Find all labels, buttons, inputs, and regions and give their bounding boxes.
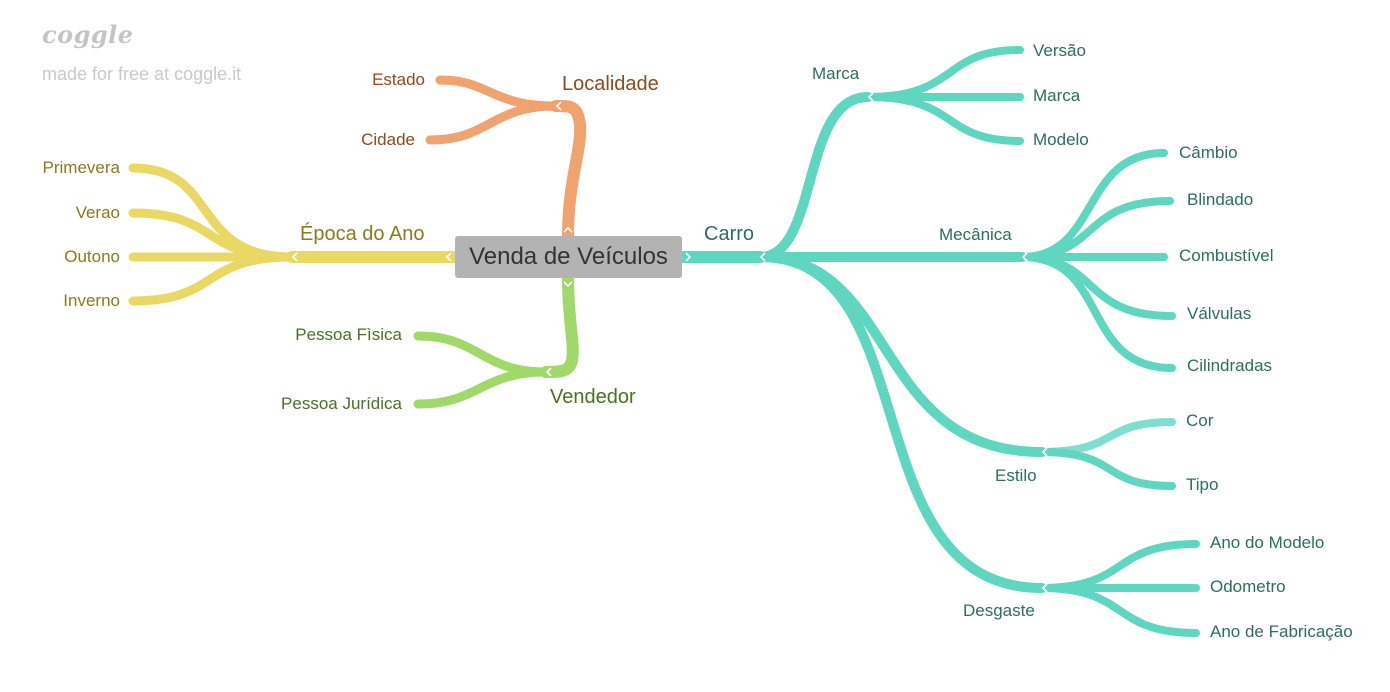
node-tipo[interactable]: Tipo (1186, 475, 1219, 494)
edge-center-vendedor (540, 272, 579, 378)
node-marca-group[interactable]: Marca (812, 64, 860, 83)
edge-localidade-estado (435, 75, 561, 111)
edge-vendedor-juridica (413, 367, 551, 409)
edge-estilo-cor (1038, 418, 1176, 456)
edge-carro-estilo (755, 252, 1047, 457)
node-mecanica[interactable]: Mecânica (939, 225, 1012, 244)
edge-center-localidade (550, 99, 587, 242)
node-cor[interactable]: Cor (1186, 411, 1214, 430)
node-estilo[interactable]: Estilo (995, 466, 1037, 485)
made-for-free-link[interactable]: made for free at coggle.it (42, 64, 242, 84)
edge-mecanica-cilindradas (1018, 253, 1176, 372)
edge-carro-desgaste (755, 252, 1047, 593)
node-desgaste[interactable]: Desgaste (963, 601, 1035, 620)
node-ano-de-fabricacao[interactable]: Ano de Fabricação (1210, 622, 1353, 641)
node-cidade[interactable]: Cidade (361, 130, 415, 149)
node-pessoa-fisica[interactable]: Pessoa Fìsica (295, 325, 402, 344)
edge-estilo-tipo (1038, 448, 1176, 490)
edge-epoca-inverno (128, 252, 297, 306)
edge-mecanica-blindado (1018, 197, 1174, 261)
edge-vendedor-fisica (413, 331, 551, 377)
node-primevera[interactable]: Primevera (42, 158, 120, 177)
node-ano-do-modelo[interactable]: Ano do Modelo (1210, 533, 1325, 552)
carro-branch-lines (676, 46, 1200, 637)
node-versao[interactable]: Versão (1033, 41, 1086, 60)
localidade-branch-lines (425, 75, 587, 242)
epoca-branch-lines (128, 163, 461, 306)
edge-desgaste-anomodelo (1038, 540, 1200, 592)
edge-marca-modelo (864, 93, 1024, 145)
edge-localidade-cidade (425, 101, 561, 145)
edge-desgaste-anofab (1038, 584, 1200, 637)
edge-carro-marca (755, 92, 873, 262)
node-pessoa-juridica[interactable]: Pessoa Jurídica (281, 394, 402, 413)
node-localidade[interactable]: Localidade (562, 73, 659, 95)
node-valvulas[interactable]: Válvulas (1187, 304, 1252, 323)
node-blindado[interactable]: Blindado (1187, 190, 1254, 209)
node-estado[interactable]: Estado (372, 70, 425, 89)
vendedor-branch-lines (413, 272, 579, 409)
node-vendedor[interactable]: Vendedor (550, 386, 636, 408)
edge-marca-versao (864, 46, 1024, 101)
node-marca[interactable]: Marca (1033, 86, 1081, 105)
node-outono[interactable]: Outono (64, 247, 120, 266)
node-inverno[interactable]: Inverno (63, 291, 120, 310)
node-modelo[interactable]: Modelo (1033, 130, 1089, 149)
node-odometro[interactable]: Odometro (1210, 577, 1286, 596)
coggle-logo: coggle (42, 20, 134, 49)
node-cambio[interactable]: Câmbio (1179, 143, 1238, 162)
node-carro[interactable]: Carro (704, 223, 755, 245)
junction-markers (291, 92, 1048, 593)
central-node[interactable]: Venda de Veículos (455, 236, 682, 278)
node-combustivel[interactable]: Combustível (1179, 246, 1274, 265)
node-cilindradas[interactable]: Cilindradas (1187, 356, 1273, 375)
node-verao[interactable]: Verao (75, 203, 120, 222)
node-epoca-do-ano[interactable]: Época do Ano (300, 223, 425, 245)
